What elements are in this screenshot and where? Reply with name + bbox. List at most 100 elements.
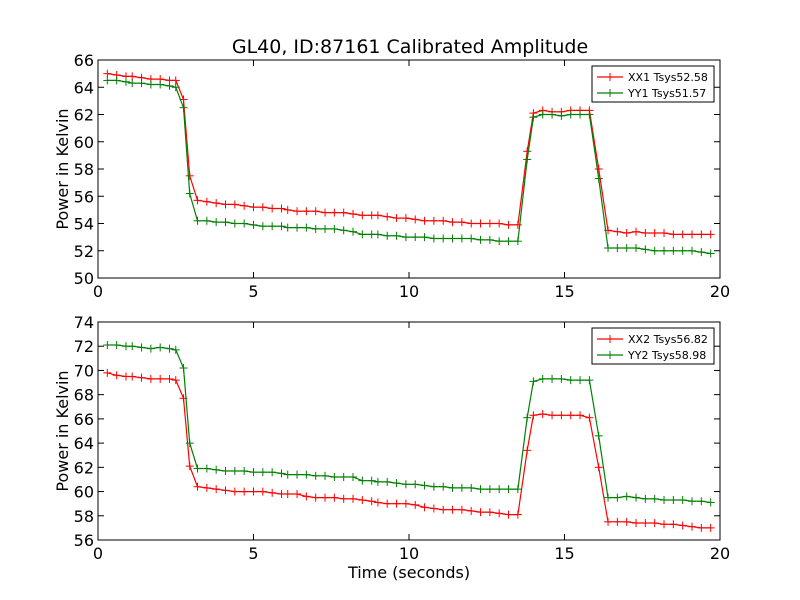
data-point (249, 203, 258, 212)
data-point (349, 227, 358, 236)
legend-entry: YY2 Tsys58.98 (597, 349, 706, 362)
data-point (401, 499, 410, 508)
data-point (622, 492, 631, 501)
data-point (179, 364, 188, 373)
data-point (321, 224, 330, 233)
data-point (429, 482, 438, 491)
data-point (383, 499, 392, 508)
data-point (373, 211, 382, 220)
data-point (529, 113, 538, 122)
data-point (622, 517, 631, 526)
data-point (420, 233, 429, 242)
data-point (485, 508, 494, 517)
data-point (249, 487, 258, 496)
y-tick-label: 64 (74, 434, 94, 453)
data-point (171, 345, 180, 354)
data-point (485, 235, 494, 244)
x-tick-label: 5 (248, 544, 258, 563)
data-point (128, 79, 137, 88)
data-point (650, 494, 659, 503)
data-point (202, 216, 211, 225)
data-point (367, 497, 376, 506)
data-point (576, 110, 585, 119)
data-point (156, 343, 165, 352)
x-tick-label: 15 (554, 282, 574, 301)
data-point (293, 489, 302, 498)
y-axis-label: Power in Kelvin (53, 370, 72, 491)
y-tick-label: 64 (74, 78, 94, 97)
data-point (146, 374, 155, 383)
data-point (576, 376, 585, 385)
data-point (504, 510, 513, 519)
data-point (321, 208, 330, 217)
data-point (429, 216, 438, 225)
data-point (112, 341, 121, 350)
data-point (212, 218, 221, 227)
data-point (202, 197, 211, 206)
data-point (258, 468, 267, 477)
data-point (476, 485, 485, 494)
data-point (373, 230, 382, 239)
data-point (165, 344, 174, 353)
data-point (349, 209, 358, 218)
data-point (529, 377, 538, 386)
data-point (339, 208, 348, 217)
data-point (212, 485, 221, 494)
data-point (373, 498, 382, 507)
data-point (585, 413, 594, 422)
data-point (268, 468, 277, 477)
data-point (548, 110, 557, 119)
data-point (706, 523, 715, 532)
data-point (678, 496, 687, 505)
data-point (128, 72, 137, 81)
y-tick-label: 72 (74, 337, 94, 356)
series-0-1 (103, 76, 715, 258)
x-tick-label: 5 (248, 282, 258, 301)
data-point (457, 218, 466, 227)
data-point (283, 470, 292, 479)
data-point (302, 207, 311, 216)
y-tick-label: 56 (74, 531, 94, 550)
data-point (557, 111, 566, 120)
data-point (697, 248, 706, 257)
data-point (429, 234, 438, 243)
bottom-subplot: 0 5 10 15 20 56 58 60 62 64 66 68 70 72 74 Power in Kel… (53, 313, 730, 582)
data-point (311, 207, 320, 216)
data-point (112, 371, 121, 380)
data-point (632, 244, 641, 253)
data-point (594, 463, 603, 472)
data-point (688, 246, 697, 255)
data-point (678, 521, 687, 530)
data-point (392, 479, 401, 488)
data-point (457, 234, 466, 243)
data-point (585, 110, 594, 119)
data-point (212, 465, 221, 474)
data-point (448, 483, 457, 492)
data-point (171, 376, 180, 385)
data-point (420, 503, 429, 512)
data-point (230, 466, 239, 475)
data-point (622, 229, 631, 238)
data-point (283, 205, 292, 214)
data-point (485, 219, 494, 228)
data-point (688, 230, 697, 239)
series-1-0 (103, 368, 715, 532)
data-point (283, 489, 292, 498)
data-point (146, 344, 155, 353)
data-point (358, 496, 367, 505)
data-point (669, 520, 678, 529)
data-point (383, 212, 392, 221)
data-point (678, 230, 687, 239)
data-point (457, 483, 466, 492)
y-tick-label: 62 (74, 458, 94, 477)
data-point (212, 199, 221, 208)
data-point (448, 218, 457, 227)
data-point (179, 103, 188, 112)
data-point (339, 473, 348, 482)
data-point (339, 226, 348, 235)
data-point (706, 249, 715, 258)
data-point (566, 411, 575, 420)
data-point (185, 439, 194, 448)
data-point (349, 494, 358, 503)
